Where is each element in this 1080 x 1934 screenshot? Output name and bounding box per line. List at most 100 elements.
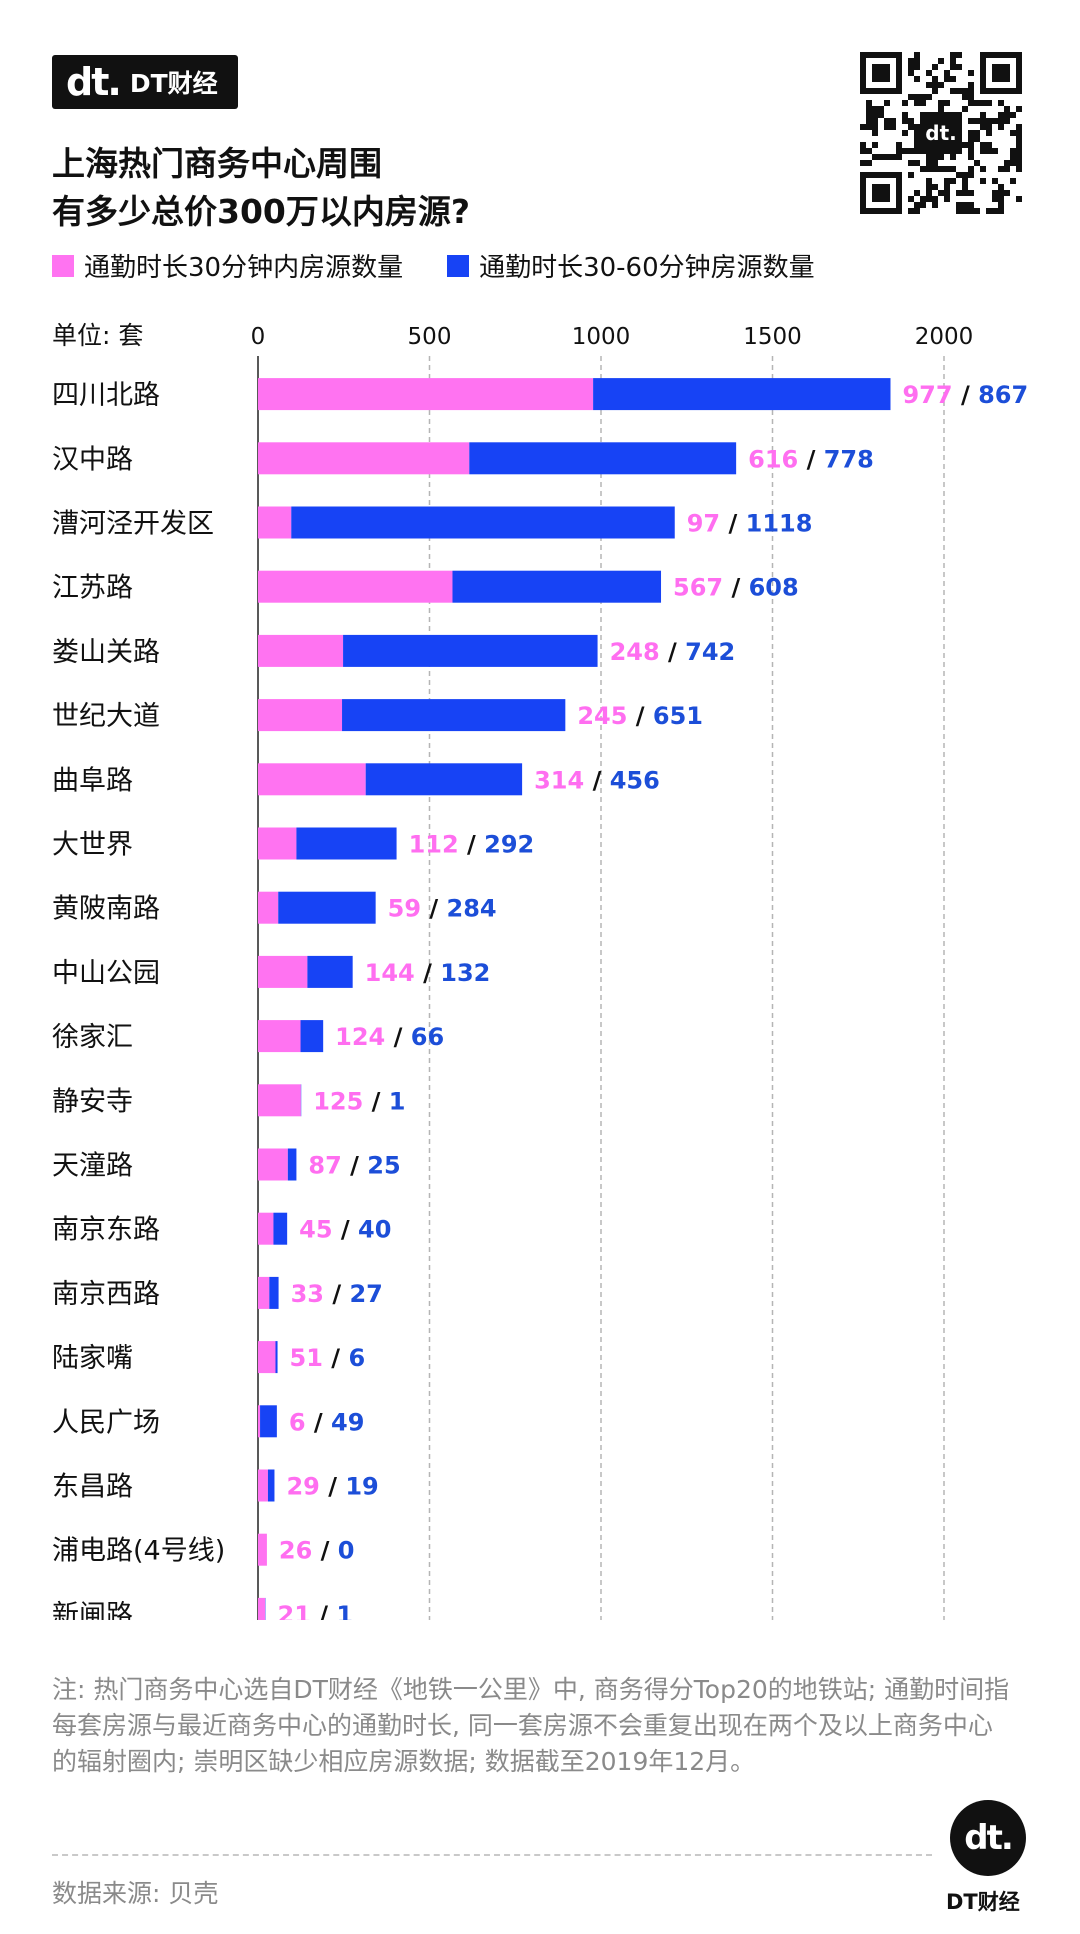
- data-label-3: 567 / 608: [673, 574, 799, 602]
- category-label-2: 漕河泾开发区: [52, 509, 214, 540]
- data-label-sep-11: /: [363, 1087, 388, 1115]
- data-label-sep-18: /: [312, 1537, 337, 1565]
- bar-blue-7: [296, 827, 397, 860]
- data-label-pink-13: 45: [299, 1216, 332, 1244]
- divider: [52, 1854, 932, 1856]
- data-label-blue-9: 132: [440, 959, 490, 987]
- bar-pink-13: [258, 1212, 274, 1245]
- legend-item-blue: 通勤时长30-60分钟房源数量: [447, 247, 815, 284]
- brand-logo-icon: dt.: [66, 60, 122, 104]
- data-label-blue-7: 292: [484, 831, 534, 859]
- data-label-sep-0: /: [953, 381, 978, 409]
- chart-title: 上海热门商务中心周围 有多少总价300万以内房源?: [52, 140, 470, 236]
- bar-pink-14: [258, 1276, 270, 1309]
- data-label-sep-15: /: [323, 1344, 348, 1372]
- bar-pink-9: [258, 955, 308, 988]
- title-line-2: 有多少总价300万以内房源?: [52, 192, 471, 231]
- bar-blue-12: [287, 1148, 297, 1181]
- data-label-blue-6: 456: [610, 766, 660, 794]
- data-label-sep-4: /: [660, 638, 685, 666]
- category-label-6: 曲阜路: [52, 765, 133, 796]
- bar-pink-2: [258, 506, 292, 539]
- data-label-pink-10: 124: [335, 1023, 385, 1051]
- data-label-blue-8: 284: [447, 895, 497, 923]
- footnote: 注: 热门商务中心选自DT财经《地铁一公里》中, 商务得分Top20的地铁站; …: [52, 1675, 1010, 1776]
- data-label-sep-5: /: [627, 702, 652, 730]
- data-label-blue-15: 6: [348, 1344, 365, 1372]
- data-label-pink-6: 314: [534, 766, 584, 794]
- category-label-9: 中山公园: [52, 958, 160, 989]
- data-source: 数据来源: 贝壳: [52, 1879, 219, 1908]
- bar-pink-0: [258, 378, 594, 411]
- data-label-2: 97 / 1118: [687, 510, 813, 538]
- data-label-pink-19: 21: [278, 1601, 311, 1620]
- data-label-blue-12: 25: [367, 1152, 400, 1180]
- data-label-pink-4: 248: [610, 638, 660, 666]
- bar-pink-5: [258, 699, 343, 732]
- bar-blue-17: [267, 1469, 275, 1502]
- data-label-blue-10: 66: [411, 1023, 444, 1051]
- bar-pink-3: [258, 570, 453, 603]
- bar-blue-15: [275, 1341, 278, 1374]
- svg-text:dt.: dt.: [925, 121, 956, 145]
- data-label-blue-3: 608: [749, 574, 799, 602]
- data-label-8: 59 / 284: [388, 895, 497, 923]
- category-label-0: 四川北路: [52, 380, 160, 411]
- bar-pink-17: [258, 1469, 268, 1502]
- data-label-6: 314 / 456: [534, 766, 660, 794]
- data-label-12: 87 / 25: [308, 1152, 400, 1180]
- data-label-sep-12: /: [342, 1152, 367, 1180]
- bar-blue-14: [269, 1276, 279, 1309]
- data-label-pink-3: 567: [673, 574, 723, 602]
- x-tick-label-3: 1500: [743, 324, 802, 350]
- bar-blue-13: [273, 1212, 288, 1245]
- legend: 通勤时长30分钟内房源数量 通勤时长30-60分钟房源数量: [52, 247, 859, 284]
- footer-brand-name: DT财经: [946, 1890, 1020, 1914]
- data-label-blue-1: 778: [824, 445, 874, 473]
- data-label-0: 977 / 867: [902, 381, 1028, 409]
- data-label-blue-0: 867: [978, 381, 1028, 409]
- bar-blue-5: [342, 699, 566, 732]
- bar-pink-11: [258, 1084, 301, 1117]
- data-label-sep-3: /: [723, 574, 748, 602]
- data-label-sep-10: /: [385, 1023, 410, 1051]
- category-label-11: 静安寺: [52, 1086, 133, 1117]
- data-label-10: 124 / 66: [335, 1023, 444, 1051]
- data-label-pink-7: 112: [409, 831, 459, 859]
- bar-blue-10: [300, 1020, 324, 1053]
- bar-pink-1: [258, 442, 470, 475]
- bar-blue-1: [469, 442, 737, 475]
- data-label-5: 245 / 651: [577, 702, 703, 730]
- category-label-13: 南京东路: [52, 1215, 160, 1246]
- category-label-19: 新闸路: [52, 1600, 133, 1620]
- data-label-blue-11: 1: [389, 1087, 406, 1115]
- bar-pink-16: [258, 1405, 261, 1438]
- data-label-sep-8: /: [421, 895, 446, 923]
- data-label-pink-11: 125: [313, 1087, 363, 1115]
- category-label-5: 世纪大道: [52, 701, 160, 732]
- bar-blue-8: [278, 891, 376, 924]
- data-label-11: 125 / 1: [313, 1087, 405, 1115]
- data-label-pink-5: 245: [577, 702, 627, 730]
- data-label-4: 248 / 742: [610, 638, 736, 666]
- legend-swatch-pink: [52, 254, 74, 277]
- data-label-sep-1: /: [798, 445, 823, 473]
- data-label-sep-9: /: [415, 959, 440, 987]
- x-tick-label-4: 2000: [915, 324, 974, 350]
- category-label-7: 大世界: [52, 830, 133, 861]
- data-label-sep-7: /: [459, 831, 484, 859]
- bar-blue-0: [593, 378, 891, 411]
- bar-pink-8: [258, 891, 279, 924]
- bar-blue-2: [291, 506, 675, 539]
- data-label-sep-2: /: [720, 510, 745, 538]
- brand-name: DT财经: [129, 69, 218, 98]
- x-tick-label-0: 0: [251, 324, 266, 350]
- data-label-1: 616 / 778: [748, 445, 874, 473]
- data-label-blue-2: 1118: [746, 510, 813, 538]
- qr-code-icon[interactable]: dt.: [860, 52, 1022, 214]
- data-label-pink-1: 616: [748, 445, 798, 473]
- legend-swatch-blue: [447, 254, 470, 277]
- data-label-18: 26 / 0: [279, 1537, 355, 1565]
- data-label-blue-19: 1: [336, 1601, 353, 1620]
- legend-label-blue: 通勤时长30-60分钟房源数量: [479, 253, 815, 283]
